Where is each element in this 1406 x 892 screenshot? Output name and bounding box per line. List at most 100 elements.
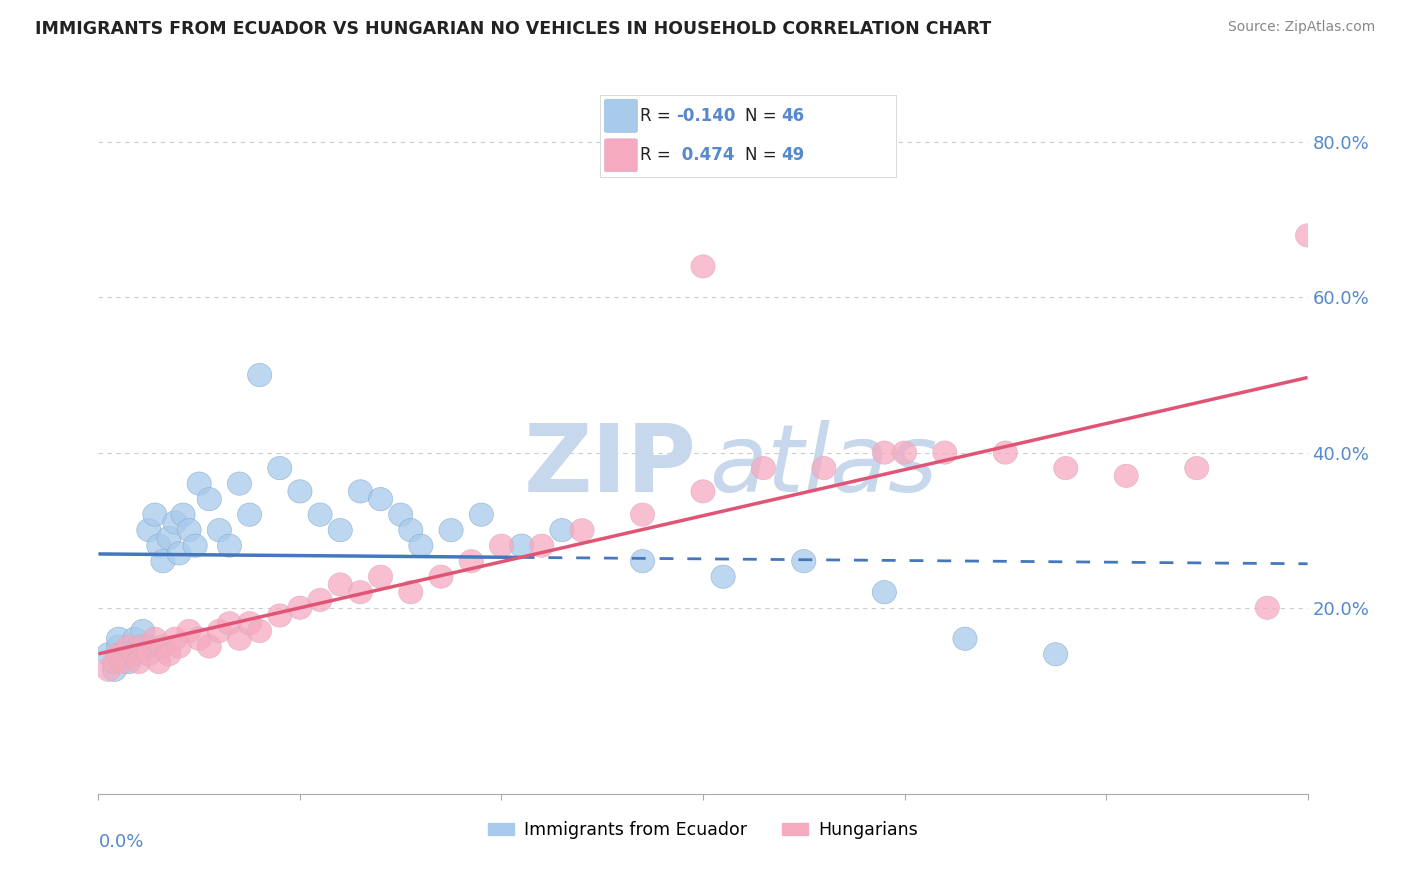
Ellipse shape (177, 518, 201, 541)
Ellipse shape (1114, 464, 1139, 488)
Ellipse shape (953, 627, 977, 650)
Ellipse shape (328, 518, 353, 541)
Ellipse shape (308, 503, 332, 526)
Ellipse shape (399, 518, 423, 541)
Ellipse shape (131, 635, 155, 658)
Ellipse shape (308, 589, 332, 612)
Text: ZIP: ZIP (524, 419, 697, 512)
Ellipse shape (1053, 457, 1078, 480)
Ellipse shape (569, 518, 595, 541)
Ellipse shape (349, 581, 373, 604)
Ellipse shape (429, 565, 453, 589)
Ellipse shape (218, 612, 242, 635)
Ellipse shape (107, 627, 131, 650)
Ellipse shape (247, 619, 271, 642)
Ellipse shape (187, 472, 211, 495)
Ellipse shape (550, 518, 574, 541)
Ellipse shape (107, 642, 131, 666)
Ellipse shape (143, 627, 167, 650)
Ellipse shape (117, 635, 141, 658)
Ellipse shape (143, 503, 167, 526)
Ellipse shape (103, 658, 127, 681)
Ellipse shape (530, 534, 554, 558)
Text: 0.0%: 0.0% (98, 833, 143, 851)
Ellipse shape (103, 650, 127, 673)
Ellipse shape (751, 457, 776, 480)
Ellipse shape (207, 518, 232, 541)
Ellipse shape (993, 441, 1018, 464)
Ellipse shape (150, 549, 174, 573)
Ellipse shape (328, 573, 353, 596)
Text: Source: ZipAtlas.com: Source: ZipAtlas.com (1227, 20, 1375, 34)
Text: atlas: atlas (709, 420, 938, 511)
Ellipse shape (630, 549, 655, 573)
Ellipse shape (228, 627, 252, 650)
Text: IMMIGRANTS FROM ECUADOR VS HUNGARIAN NO VEHICLES IN HOUSEHOLD CORRELATION CHART: IMMIGRANTS FROM ECUADOR VS HUNGARIAN NO … (35, 20, 991, 37)
Ellipse shape (111, 642, 135, 666)
Ellipse shape (136, 635, 160, 658)
Ellipse shape (150, 635, 174, 658)
Ellipse shape (368, 565, 392, 589)
Ellipse shape (872, 441, 897, 464)
Ellipse shape (122, 642, 146, 666)
Ellipse shape (630, 503, 655, 526)
Ellipse shape (368, 488, 392, 511)
Ellipse shape (177, 619, 201, 642)
Ellipse shape (267, 457, 292, 480)
Ellipse shape (932, 441, 957, 464)
Ellipse shape (127, 635, 150, 658)
Ellipse shape (197, 635, 221, 658)
Ellipse shape (157, 526, 181, 549)
Ellipse shape (690, 480, 716, 503)
Ellipse shape (388, 503, 413, 526)
Ellipse shape (163, 511, 187, 534)
Ellipse shape (117, 650, 141, 673)
Ellipse shape (157, 642, 181, 666)
Ellipse shape (187, 627, 211, 650)
Ellipse shape (238, 503, 262, 526)
Ellipse shape (172, 503, 195, 526)
Ellipse shape (409, 534, 433, 558)
Ellipse shape (1185, 457, 1209, 480)
Ellipse shape (163, 627, 187, 650)
Ellipse shape (349, 480, 373, 503)
Ellipse shape (97, 658, 121, 681)
Ellipse shape (131, 619, 155, 642)
Ellipse shape (893, 441, 917, 464)
Ellipse shape (218, 534, 242, 558)
Ellipse shape (247, 363, 271, 386)
Ellipse shape (127, 650, 150, 673)
Ellipse shape (439, 518, 463, 541)
Ellipse shape (489, 534, 513, 558)
Ellipse shape (146, 650, 172, 673)
Legend: Immigrants from Ecuador, Hungarians: Immigrants from Ecuador, Hungarians (481, 814, 925, 846)
Ellipse shape (399, 581, 423, 604)
Ellipse shape (267, 604, 292, 627)
Ellipse shape (460, 549, 484, 573)
Ellipse shape (1256, 596, 1279, 619)
Ellipse shape (97, 642, 121, 666)
Ellipse shape (107, 635, 131, 658)
Ellipse shape (228, 472, 252, 495)
Ellipse shape (136, 642, 160, 666)
Ellipse shape (207, 619, 232, 642)
Ellipse shape (111, 650, 135, 673)
Ellipse shape (146, 534, 172, 558)
Ellipse shape (197, 488, 221, 511)
Ellipse shape (167, 541, 191, 565)
Ellipse shape (711, 565, 735, 589)
Ellipse shape (872, 581, 897, 604)
Ellipse shape (136, 518, 160, 541)
Ellipse shape (509, 534, 534, 558)
Ellipse shape (238, 612, 262, 635)
Ellipse shape (1043, 642, 1067, 666)
Ellipse shape (167, 635, 191, 658)
Ellipse shape (811, 457, 837, 480)
Ellipse shape (122, 627, 146, 650)
Ellipse shape (1295, 224, 1320, 247)
Ellipse shape (792, 549, 815, 573)
Ellipse shape (183, 534, 207, 558)
Ellipse shape (470, 503, 494, 526)
Ellipse shape (288, 596, 312, 619)
Ellipse shape (288, 480, 312, 503)
